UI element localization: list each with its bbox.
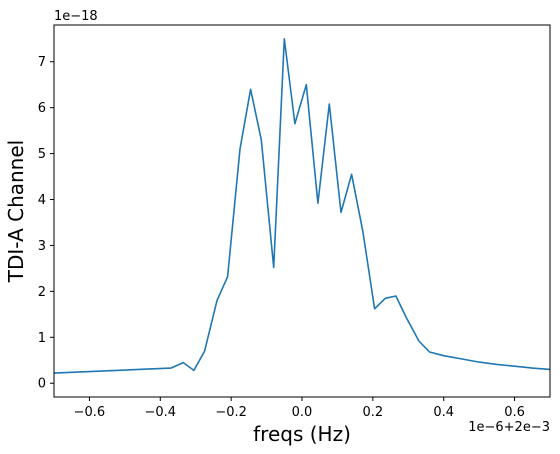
x-tick-label: 0.2 — [363, 405, 384, 420]
y-tick-label: 5 — [38, 147, 46, 162]
axes-frame — [53, 24, 551, 398]
x-offset-label: 1e−6+2e−3 — [468, 420, 550, 435]
plot-area — [54, 25, 550, 397]
x-ticks: −0.6 −0.4 −0.2 0.0 0.2 0.4 0.6 — [74, 397, 525, 420]
y-tick-label: 3 — [38, 239, 46, 254]
y-tick-label: 6 — [38, 101, 46, 116]
y-tick-label: 7 — [38, 55, 46, 70]
x-tick-label: −0.6 — [74, 405, 106, 420]
y-offset-label: 1e−18 — [54, 9, 98, 24]
series-line — [53, 38, 551, 374]
y-tick-label: 0 — [38, 377, 46, 392]
y-ticks: 0 1 2 3 4 5 6 7 — [38, 55, 54, 392]
x-axis-label: freqs (Hz) — [253, 422, 351, 446]
x-tick-label: −0.4 — [144, 405, 176, 420]
y-tick-label: 4 — [38, 193, 46, 208]
x-tick-label: 0.4 — [433, 405, 454, 420]
x-tick-label: 0.0 — [292, 405, 313, 420]
x-tick-label: −0.2 — [215, 405, 247, 420]
y-tick-label: 1 — [38, 331, 46, 346]
y-tick-label: 2 — [38, 285, 46, 300]
y-axis-label: TDI-A Channel — [4, 140, 28, 283]
x-tick-label: 0.6 — [504, 405, 525, 420]
